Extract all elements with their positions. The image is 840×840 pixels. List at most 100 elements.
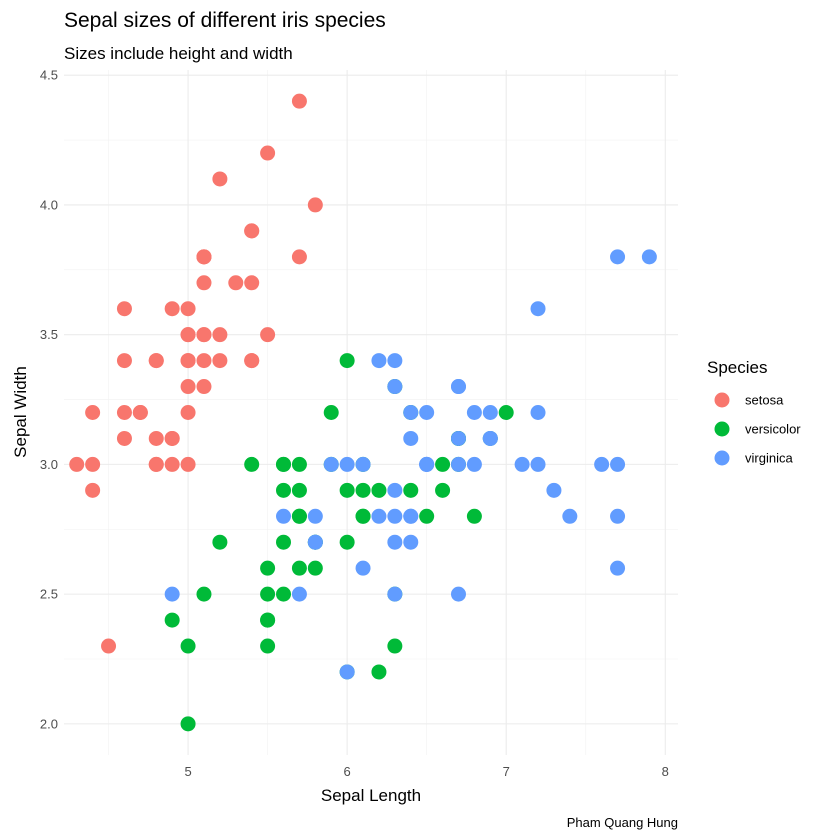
data-point-versicolor xyxy=(371,664,387,680)
data-point-versicolor xyxy=(276,586,292,602)
legend-key-virginica xyxy=(714,450,730,466)
data-point-setosa xyxy=(196,353,212,369)
data-point-virginica xyxy=(291,586,307,602)
data-point-versicolor xyxy=(291,560,307,576)
data-point-virginica xyxy=(307,534,323,550)
data-point-virginica xyxy=(594,456,610,472)
y-tick-label: 4.5 xyxy=(40,68,58,83)
data-point-virginica xyxy=(530,301,546,317)
data-point-setosa xyxy=(212,353,228,369)
data-point-versicolor xyxy=(291,482,307,498)
data-point-versicolor xyxy=(419,508,435,524)
data-point-virginica xyxy=(450,456,466,472)
data-point-versicolor xyxy=(339,534,355,550)
data-point-virginica xyxy=(355,456,371,472)
data-point-versicolor xyxy=(180,638,196,654)
data-point-setosa xyxy=(116,405,132,420)
data-point-setosa xyxy=(116,353,132,369)
data-point-virginica xyxy=(641,249,657,265)
data-point-setosa xyxy=(180,405,196,420)
data-point-virginica xyxy=(514,456,530,472)
data-point-virginica xyxy=(387,534,403,550)
data-point-virginica xyxy=(403,405,419,420)
data-point-setosa xyxy=(196,327,212,343)
data-point-setosa xyxy=(116,430,132,446)
data-point-setosa xyxy=(148,353,164,369)
data-point-virginica xyxy=(450,586,466,602)
data-point-virginica xyxy=(562,508,578,524)
data-point-virginica xyxy=(419,456,435,472)
x-tick-label: 8 xyxy=(662,764,669,779)
data-point-setosa xyxy=(148,430,164,446)
data-point-virginica xyxy=(403,430,419,446)
data-point-versicolor xyxy=(260,638,276,654)
legend-label-versicolor: versicolor xyxy=(745,422,801,437)
data-point-setosa xyxy=(180,301,196,317)
data-point-virginica xyxy=(387,586,403,602)
data-point-setosa xyxy=(69,456,85,472)
data-point-setosa xyxy=(85,456,101,472)
data-point-setosa xyxy=(180,379,196,395)
x-tick-label: 6 xyxy=(344,764,351,779)
data-point-versicolor xyxy=(466,508,482,524)
chart-subtitle: Sizes include height and width xyxy=(64,44,293,63)
data-point-versicolor xyxy=(435,456,451,472)
data-point-virginica xyxy=(450,379,466,395)
data-point-setosa xyxy=(180,327,196,343)
chart-title: Sepal sizes of different iris species xyxy=(64,9,386,32)
data-point-versicolor xyxy=(307,560,323,576)
data-point-virginica xyxy=(530,456,546,472)
x-tick-label: 7 xyxy=(503,764,510,779)
data-point-setosa xyxy=(291,93,307,109)
data-point-virginica xyxy=(530,405,546,420)
y-axis-title: Sepal Width xyxy=(11,366,30,458)
data-point-versicolor xyxy=(276,456,292,472)
legend-key-versicolor xyxy=(714,421,730,437)
data-point-virginica xyxy=(371,508,387,524)
data-point-virginica xyxy=(546,482,562,498)
data-point-setosa xyxy=(196,249,212,265)
data-point-setosa xyxy=(101,638,117,654)
data-point-setosa xyxy=(85,482,101,498)
legend: Species setosa versicolor virginica xyxy=(707,358,801,466)
data-point-virginica xyxy=(610,508,626,524)
y-tick-label: 3.5 xyxy=(40,327,58,342)
chart-caption: Pham Quang Hung xyxy=(567,815,678,830)
data-point-versicolor xyxy=(291,508,307,524)
data-point-setosa xyxy=(260,145,276,161)
data-point-virginica xyxy=(403,534,419,550)
data-point-virginica xyxy=(387,379,403,395)
data-point-versicolor xyxy=(276,482,292,498)
y-axis-ticks: 2.0 2.5 3.0 3.5 4.0 4.5 xyxy=(40,68,58,732)
y-tick-label: 2.5 xyxy=(40,587,58,602)
data-point-virginica xyxy=(355,560,371,576)
data-point-virginica xyxy=(164,586,180,602)
data-point-versicolor xyxy=(164,612,180,628)
data-point-virginica xyxy=(387,508,403,524)
data-point-setosa xyxy=(228,275,244,291)
data-point-virginica xyxy=(387,353,403,369)
y-tick-label: 2.0 xyxy=(40,716,58,731)
data-point-versicolor xyxy=(323,405,339,420)
data-point-setosa xyxy=(196,275,212,291)
data-point-versicolor xyxy=(180,716,196,732)
x-axis-title: Sepal Length xyxy=(321,786,421,805)
data-point-versicolor xyxy=(212,534,228,550)
plot-grid xyxy=(64,70,678,755)
data-point-virginica xyxy=(419,405,435,420)
legend-title: Species xyxy=(707,358,767,377)
data-point-versicolor xyxy=(260,560,276,576)
data-point-versicolor xyxy=(355,508,371,524)
y-tick-label: 3.0 xyxy=(40,457,58,472)
data-point-virginica xyxy=(403,508,419,524)
data-point-setosa xyxy=(180,456,196,472)
data-point-setosa xyxy=(196,379,212,395)
data-point-virginica xyxy=(371,353,387,369)
data-point-versicolor xyxy=(291,456,307,472)
x-axis-ticks: 5 6 7 8 xyxy=(184,764,668,779)
data-point-setosa xyxy=(244,275,260,291)
data-point-versicolor xyxy=(387,638,403,654)
data-point-setosa xyxy=(307,197,323,213)
data-point-versicolor xyxy=(498,405,514,420)
data-point-virginica xyxy=(276,508,292,524)
